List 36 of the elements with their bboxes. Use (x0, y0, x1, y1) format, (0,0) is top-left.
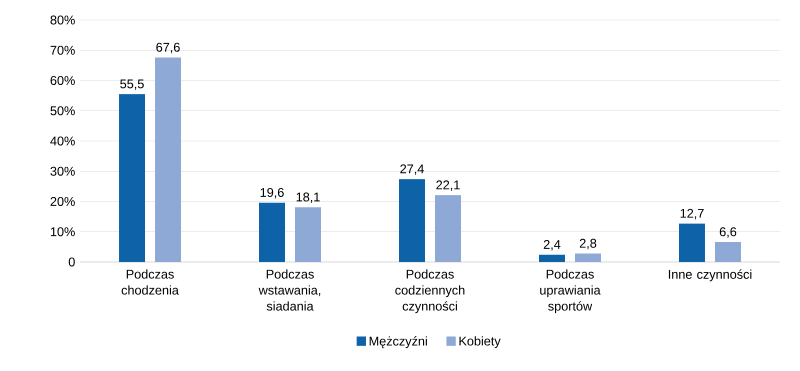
data-label: 55,5 (120, 80, 144, 90)
bar (435, 195, 461, 262)
x-tick-label: Podczas wstawania, siadania (258, 269, 320, 311)
data-label: 2,4 (544, 240, 560, 250)
x-tick-label: Podczas codziennych czynności (395, 269, 464, 314)
y-tick-label: 80% (50, 16, 75, 24)
bar (119, 94, 146, 262)
data-label: 67,6 (156, 42, 180, 54)
y-tick-label: 0 (68, 258, 75, 266)
y-tick-label: 50% (50, 106, 75, 116)
y-tick-label: 60% (50, 76, 75, 85)
bar (399, 179, 425, 262)
legend-label: Kobiety (459, 336, 501, 348)
data-label: 19,6 (260, 188, 284, 198)
y-tick-label: 20% (50, 197, 75, 206)
bar (259, 202, 286, 262)
bar (538, 254, 565, 262)
data-label: 22,1 (436, 180, 460, 191)
bar (574, 254, 601, 262)
data-label: 6,6 (720, 227, 736, 238)
bar (155, 58, 182, 262)
x-tick-label: Podczas chodzenia (122, 269, 179, 295)
y-tick-label: 40% (50, 136, 75, 146)
data-label: 18,1 (296, 192, 320, 203)
x-tick-label: Inne czynności (668, 269, 752, 282)
y-tick-label: 70% (50, 46, 75, 55)
y-tick-label: 30% (50, 166, 75, 176)
data-label: 12,7 (680, 208, 704, 220)
legend-label: Mężczyźni (370, 336, 427, 348)
bar (678, 224, 705, 262)
x-tick-label: Podczas uprawiania sportów (540, 269, 601, 314)
bar (714, 242, 741, 262)
data-label: 2,8 (580, 238, 596, 250)
bar (295, 207, 322, 262)
data-label: 27,4 (400, 164, 424, 175)
y-tick-label: 10% (50, 227, 75, 236)
